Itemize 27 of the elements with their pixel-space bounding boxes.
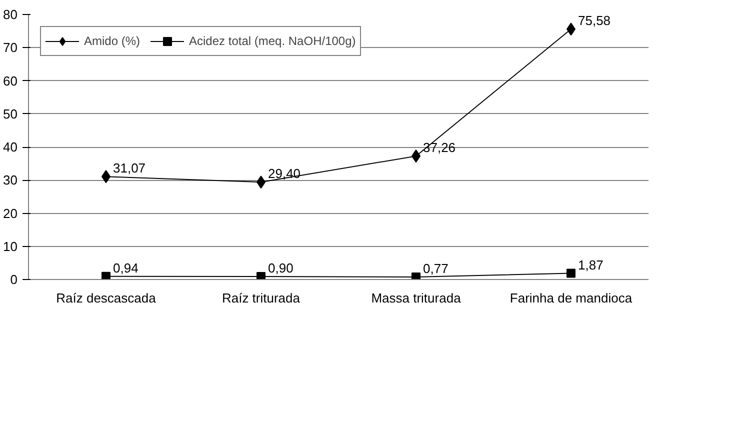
data-label: 29,40: [268, 166, 301, 182]
y-tick-label: 10: [3, 238, 18, 254]
y-tick-label: 30: [3, 172, 18, 188]
data-label: 1,87: [578, 257, 604, 272]
data-label: 31,07: [113, 160, 146, 176]
x-tick-label: Farinha de mandioca: [510, 290, 633, 306]
data-label: 0,90: [268, 260, 294, 276]
x-tick-label: Raíz triturada: [222, 290, 301, 306]
y-tick-label: 50: [3, 106, 18, 122]
y-tick-label: 70: [3, 40, 18, 56]
point: [256, 272, 266, 280]
y-tick-label: 0: [10, 272, 18, 287]
y-tick-label: 20: [3, 206, 18, 221]
y-tick-label: 40: [3, 140, 18, 154]
x-tick-label: Massa triturada: [371, 290, 462, 306]
legend-label: Amido (%): [84, 34, 140, 48]
point: [102, 272, 110, 280]
y-tick-label: 80: [3, 7, 18, 22]
data-label: 37,26: [423, 140, 456, 156]
point: [412, 272, 420, 280]
x-tick-label: Raíz descascada: [56, 290, 157, 306]
data-label: 0,94: [113, 260, 138, 276]
legend-label: Acidez total (meq. NaOH/100g): [189, 34, 356, 48]
data-label: 0,77: [423, 260, 448, 276]
point: [566, 268, 576, 278]
y-tick-label: 60: [3, 73, 18, 88]
data-label: 75,58: [578, 13, 611, 28]
